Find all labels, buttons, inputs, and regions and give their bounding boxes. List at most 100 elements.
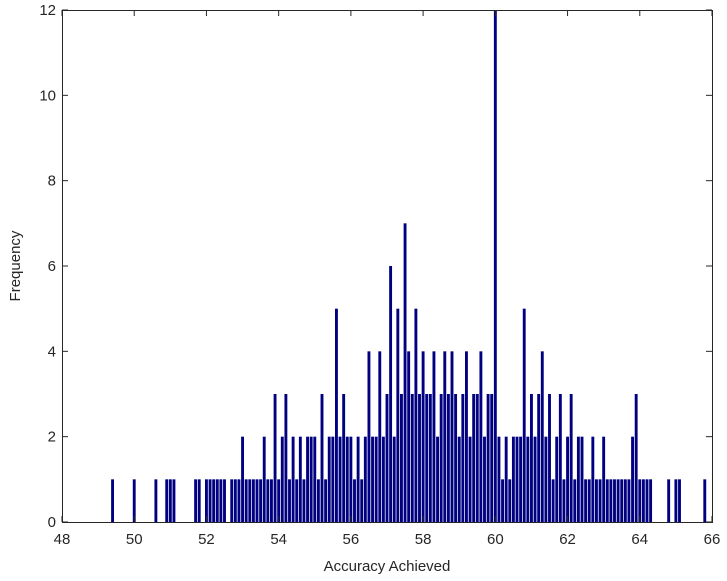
histogram-bar [428, 394, 432, 522]
histogram-bar [244, 479, 248, 522]
histogram-bar [591, 436, 595, 522]
histogram-bar [392, 436, 396, 522]
histogram-bar [450, 351, 454, 522]
histogram-bar [649, 479, 653, 522]
histogram-bar [353, 479, 356, 522]
histogram-bar [306, 436, 309, 522]
histogram-bar [674, 479, 678, 522]
histogram-bar [638, 479, 642, 522]
histogram-bar [215, 479, 219, 522]
histogram-bar [418, 394, 421, 522]
histogram-bar [576, 436, 580, 522]
histogram-bar [197, 479, 201, 522]
x-tick-label: 54 [270, 531, 287, 548]
histogram-bar [111, 479, 114, 522]
y-ticks-group: 0 2 4 6 8 10 12 [39, 2, 712, 531]
histogram-bar [461, 394, 465, 522]
x-tick-label: 64 [631, 531, 648, 548]
histogram-bar [465, 351, 468, 522]
histogram-bar [605, 479, 609, 522]
histogram-bar [515, 436, 519, 522]
x-tick-label: 66 [704, 531, 721, 548]
histogram-bar [634, 394, 638, 522]
histogram-bar [371, 436, 374, 522]
histogram-bar [316, 479, 320, 522]
histogram-bar [667, 479, 671, 522]
histogram-bar [320, 394, 324, 522]
y-axis-label: Frequency [7, 230, 24, 301]
histogram-bar [223, 479, 226, 522]
histogram-bar [551, 479, 555, 522]
histogram-bar [237, 479, 241, 522]
x-ticks-group: 48 50 52 54 56 58 60 62 64 66 [54, 10, 721, 548]
histogram-bar [475, 394, 479, 522]
histogram-bar [295, 479, 299, 522]
histogram-bar [540, 351, 544, 522]
x-tick-label: 50 [126, 531, 143, 548]
histogram-bar [616, 479, 620, 522]
x-tick-label: 62 [559, 531, 576, 548]
histogram-bar [504, 436, 508, 522]
histogram-bar [522, 308, 526, 522]
histogram-bar [212, 479, 216, 522]
histogram-bar [400, 394, 403, 522]
histogram-bar [313, 436, 317, 522]
histogram-bar [363, 436, 367, 522]
histogram-bar [609, 479, 613, 522]
histogram-bar [356, 436, 360, 522]
histogram-bar [526, 436, 530, 522]
histogram-bar [569, 394, 573, 522]
histogram-bar [291, 436, 295, 522]
y-tick-label: 12 [39, 2, 56, 19]
histogram-bar [410, 394, 414, 522]
histogram-bar [501, 479, 504, 522]
histogram-bar [324, 479, 328, 522]
x-tick-label: 60 [487, 531, 504, 548]
histogram-bar [273, 394, 277, 522]
histogram-bar [446, 394, 450, 522]
x-axis-label: Accuracy Achieved [324, 558, 451, 575]
histogram-bar [266, 479, 270, 522]
histogram-bar [172, 479, 176, 522]
histogram-bar [678, 479, 681, 522]
histogram-bar [486, 394, 490, 522]
histogram-bar [251, 479, 255, 522]
plot-frame [62, 10, 713, 523]
histogram-bar [558, 394, 562, 522]
histogram-bar [537, 394, 541, 522]
bars-group [111, 10, 707, 523]
histogram-bar [309, 436, 313, 522]
histogram-bar [544, 436, 548, 522]
histogram-bar [479, 351, 483, 522]
histogram-bar [595, 479, 598, 522]
histogram-bar [165, 479, 169, 522]
histogram-bar [168, 479, 172, 522]
y-tick-label: 6 [48, 258, 56, 275]
histogram-bar [288, 479, 291, 522]
histogram-bar [331, 436, 335, 522]
histogram-bar [620, 479, 624, 522]
histogram-bar [454, 394, 458, 522]
histogram-bar [280, 436, 284, 522]
histogram-bar [483, 436, 486, 522]
histogram-bar [493, 10, 497, 522]
histogram-bar [374, 436, 378, 522]
histogram-bar [208, 479, 212, 522]
histogram-bar [219, 479, 223, 522]
histogram-bar [627, 479, 631, 522]
histogram-bar [154, 479, 158, 522]
histogram-bar [360, 479, 364, 522]
y-tick-label: 4 [48, 343, 56, 360]
histogram-bar [548, 394, 551, 522]
y-tick-label: 10 [39, 87, 56, 104]
histogram-bar [511, 436, 515, 522]
histogram-bar [255, 479, 259, 522]
histogram-bar [396, 308, 400, 522]
histogram-bar [703, 479, 707, 522]
histogram-bar [566, 436, 569, 522]
histogram-bar [436, 436, 439, 522]
histogram-bar [530, 394, 533, 522]
histogram-bar [335, 308, 338, 522]
histogram-bar [631, 436, 634, 522]
